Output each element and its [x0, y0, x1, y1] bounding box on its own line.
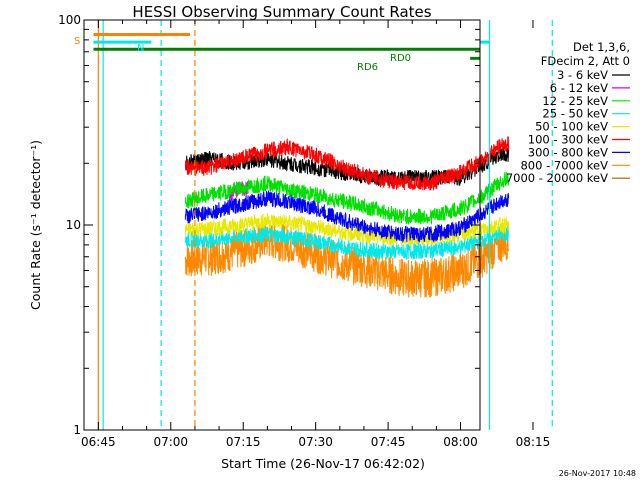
x-tick-label: 08:15 [516, 435, 551, 449]
legend-header-line-2: FDecim 2, Att 0 [541, 54, 630, 68]
x-tick-label: 07:00 [153, 435, 188, 449]
legend-entry-label: 6 - 12 keV [550, 81, 608, 95]
x-tick-label: 07:15 [226, 435, 261, 449]
data-layer [184, 136, 510, 298]
legend-entry-label: 25 - 50 keV [542, 107, 608, 121]
series-line [184, 190, 510, 244]
x-tick-label: 07:45 [371, 435, 406, 449]
y-axis-label: Count Rate (s⁻¹ detector⁻¹) [28, 140, 43, 310]
axis-layer: 06:45 07:00 07:15 07:30 07:45 08:00 08:15 1 10 10… [58, 13, 550, 449]
legend-entry-label: 100 - 300 keV [528, 133, 608, 147]
flag-layer: S N RD0 RD6 [74, 20, 553, 430]
x-tick-label: 07:30 [298, 435, 333, 449]
y-tick-label: 100 [58, 13, 81, 27]
series-line [184, 172, 510, 225]
legend-entry-label: 3 - 6 keV [557, 68, 608, 82]
chart-title: HESSI Observing Summary Count Rates [132, 3, 431, 21]
flag-label-n: N [137, 43, 144, 54]
y-tick-label: 10 [66, 218, 81, 232]
legend-entry-label: 12 - 25 keV [542, 94, 608, 108]
flag-label-s: S [74, 36, 80, 47]
footer-timestamp: 26-Nov-2017 10:48 [559, 469, 636, 478]
series-line [184, 136, 510, 191]
legend-entry-label: 50 - 100 keV [535, 120, 608, 134]
legend-header-line-1: Det 1,3,6, [573, 40, 630, 54]
y-tick-label: 1 [73, 423, 81, 437]
x-tick-label: 06:45 [81, 435, 116, 449]
series-line [184, 226, 510, 260]
flag-label-rd6: RD6 [357, 62, 378, 73]
flag-label-rd0: RD0 [390, 53, 411, 64]
x-axis-label: Start Time (26-Nov-17 06:42:02) [221, 456, 425, 471]
legend-entry-label: 800 - 7000 keV [520, 158, 608, 172]
legend-entry-label: 7000 - 20000 keV [506, 171, 608, 185]
x-tick-label: 08:00 [443, 435, 478, 449]
legend-entry-label: 300 - 800 keV [528, 145, 608, 159]
